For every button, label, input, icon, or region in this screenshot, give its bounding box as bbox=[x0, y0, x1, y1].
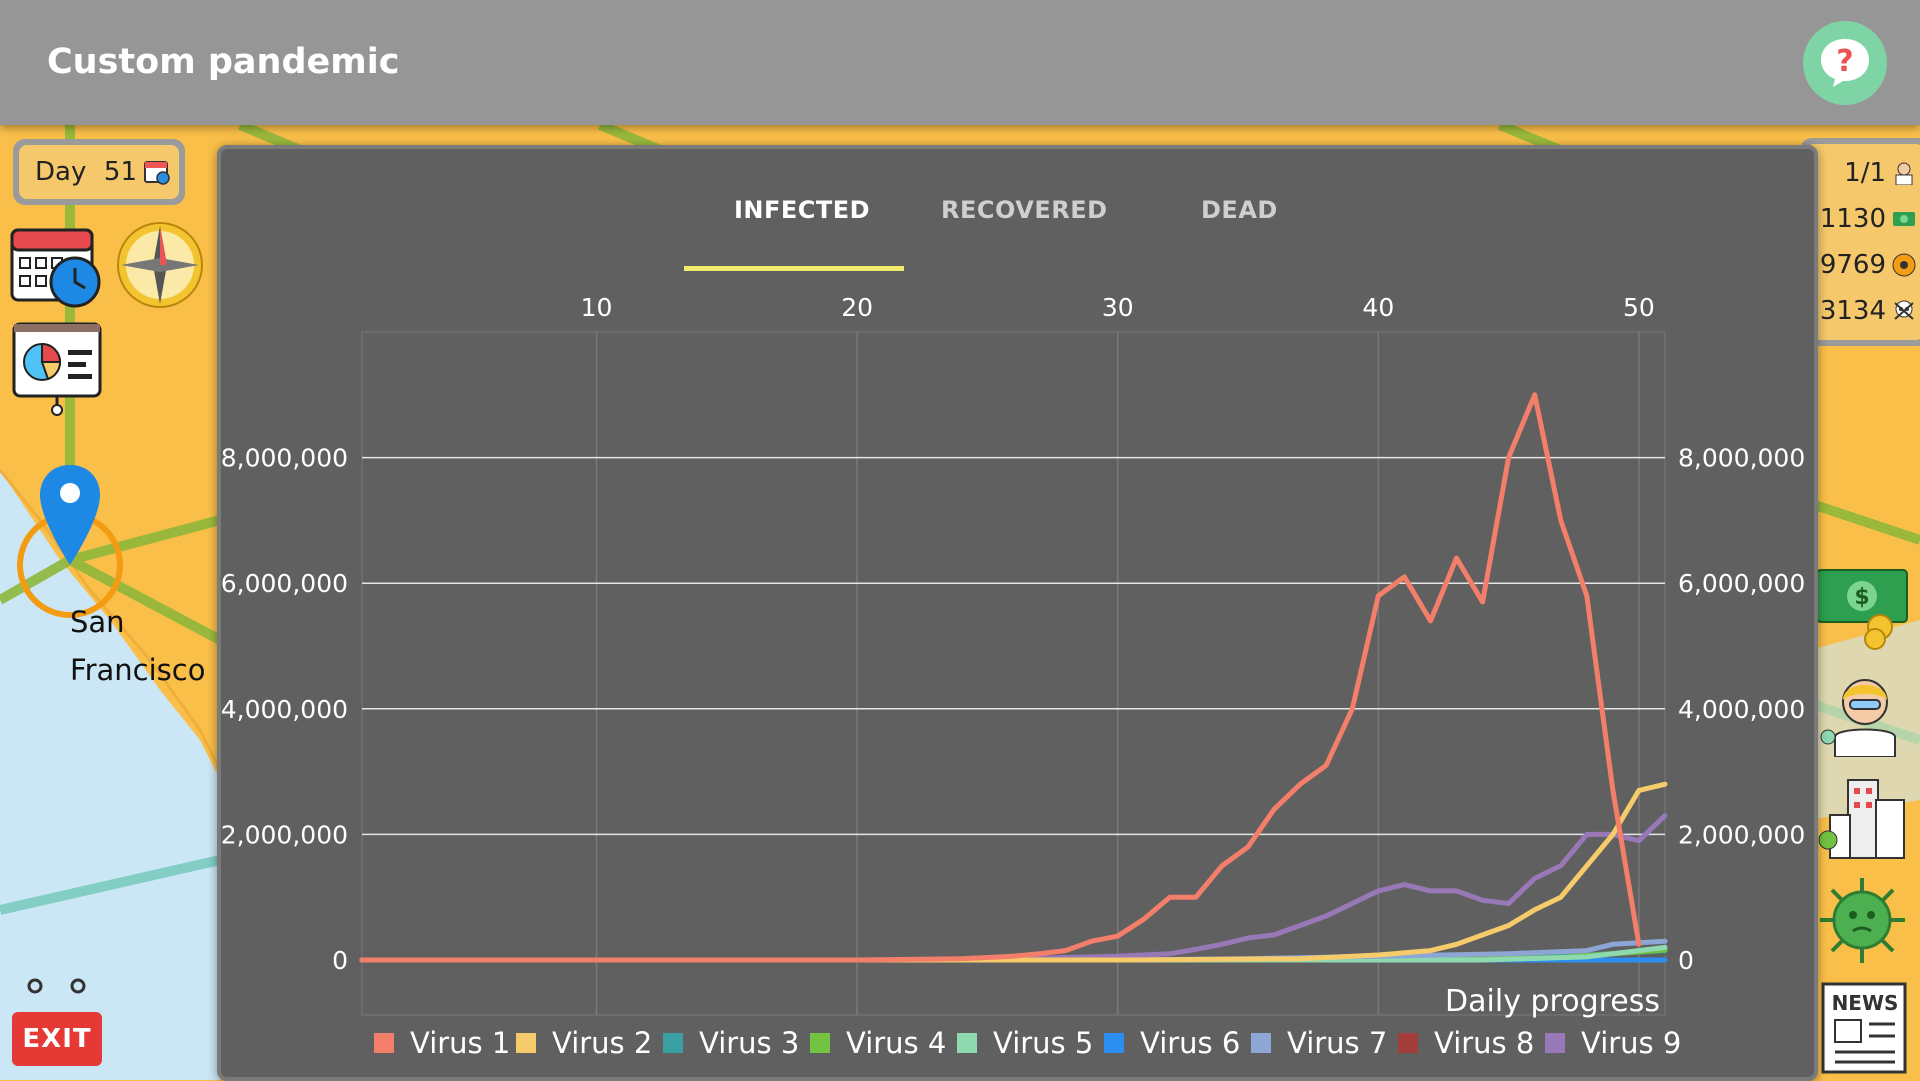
virus-icon[interactable] bbox=[1815, 873, 1910, 968]
y-tick-label-left: 4,000,000 bbox=[221, 695, 348, 724]
y-tick-label-right: 8,000,000 bbox=[1678, 444, 1805, 473]
series-line-virus-9 bbox=[359, 813, 1668, 963]
legend-swatch bbox=[1104, 1033, 1124, 1053]
series-line-virus-1 bbox=[359, 392, 1642, 963]
y-axis-left-ticks: 0 2,000,000 4,000,000 6,000,000 8,000,000 bbox=[221, 444, 348, 975]
stat-money: 1130 bbox=[1820, 204, 1916, 234]
legend-label: Virus 4 bbox=[846, 1026, 946, 1060]
x-tick-label: 30 bbox=[1102, 293, 1134, 322]
tab-infected[interactable]: INFECTED bbox=[734, 196, 871, 224]
y-tick-label-right: 4,000,000 bbox=[1678, 695, 1805, 724]
exit-button[interactable]: EXIT bbox=[12, 1012, 102, 1066]
y-tick-label-left: 6,000,000 bbox=[221, 569, 348, 598]
svg-text:$: $ bbox=[1854, 585, 1869, 610]
legend-swatch bbox=[374, 1033, 394, 1053]
legend-swatch bbox=[810, 1033, 830, 1053]
scientist-icon bbox=[1895, 162, 1913, 185]
chart-panel bbox=[217, 145, 1818, 1081]
svg-text:NEWS: NEWS bbox=[1832, 991, 1899, 1015]
calendar-clock-icon[interactable] bbox=[10, 220, 105, 310]
legend-label: Virus 2 bbox=[552, 1026, 652, 1060]
legend-swatch bbox=[957, 1033, 977, 1053]
legend-swatch bbox=[516, 1033, 536, 1053]
legend-label: Virus 3 bbox=[699, 1026, 799, 1060]
x-tick-label: 20 bbox=[841, 293, 873, 322]
y-tick-label-right: 2,000,000 bbox=[1678, 820, 1805, 849]
chart-legend: Virus 1 Virus 2 Virus 3 Virus 4 Virus 5 Virus… bbox=[374, 1026, 1681, 1060]
day-label: Day bbox=[35, 157, 87, 187]
compass-icon[interactable] bbox=[115, 220, 205, 310]
y-tick-label-right: 6,000,000 bbox=[1678, 569, 1805, 598]
legend-swatch bbox=[1251, 1033, 1271, 1053]
active-tab-indicator bbox=[684, 266, 904, 271]
legend-label: Virus 6 bbox=[1140, 1026, 1240, 1060]
money-icon bbox=[1893, 212, 1915, 226]
y-axis-right-ticks: 0 2,000,000 4,000,000 6,000,000 8,000,000 bbox=[1678, 444, 1805, 975]
y-tick-label-right: 0 bbox=[1678, 946, 1694, 975]
legend-swatch bbox=[1398, 1033, 1418, 1053]
money-stack-icon[interactable]: $ bbox=[1815, 565, 1910, 650]
legend-swatch bbox=[663, 1033, 683, 1053]
biohazard-icon bbox=[1892, 253, 1916, 277]
stats-panel: 1/1 1130 9769 3134 bbox=[1800, 138, 1920, 346]
plot-frame bbox=[361, 331, 1666, 1016]
news-icon[interactable]: NEWS bbox=[1815, 980, 1910, 1075]
x-tick-label: 50 bbox=[1623, 293, 1655, 322]
help-button[interactable]: ? bbox=[1803, 21, 1887, 105]
tab-dead[interactable]: DEAD bbox=[1201, 196, 1278, 224]
calendar-icon bbox=[144, 161, 170, 185]
x-axis-label: Daily progress bbox=[1445, 984, 1660, 1019]
dots-icon bbox=[27, 978, 86, 994]
series-line-virus-2 bbox=[359, 781, 1668, 963]
chart-grid bbox=[361, 331, 1666, 1016]
svg-text:?: ? bbox=[1836, 44, 1853, 79]
y-tick-label-left: 0 bbox=[332, 946, 348, 975]
chart-series bbox=[359, 392, 1668, 963]
y-tick-label-left: 8,000,000 bbox=[221, 444, 348, 473]
stat-deaths: 3134 bbox=[1820, 296, 1916, 326]
y-tick-label-left: 2,000,000 bbox=[221, 820, 348, 849]
city-icon[interactable] bbox=[1818, 770, 1910, 862]
legend-label: Virus 9 bbox=[1581, 1026, 1681, 1060]
question-icon: ? bbox=[1821, 39, 1869, 87]
statistics-board-icon[interactable] bbox=[12, 322, 104, 417]
stat-scientists: 1/1 bbox=[1844, 158, 1916, 188]
location-pin-icon[interactable] bbox=[15, 460, 125, 620]
legend-label: Virus 5 bbox=[993, 1026, 1093, 1060]
skull-icon bbox=[1894, 300, 1914, 320]
legend-label: Virus 8 bbox=[1434, 1026, 1534, 1060]
day-counter: Day 51 bbox=[13, 139, 185, 205]
day-value: 51 bbox=[103, 157, 137, 187]
tab-recovered[interactable]: RECOVERED bbox=[941, 196, 1108, 224]
city-label: San Francisco bbox=[70, 605, 206, 687]
x-axis-ticks: 10 20 30 40 50 bbox=[581, 293, 1655, 322]
stat-infections: 9769 bbox=[1820, 250, 1916, 280]
page-title: Custom pandemic bbox=[47, 42, 400, 82]
x-tick-label: 40 bbox=[1362, 293, 1394, 322]
legend-swatch bbox=[1545, 1033, 1565, 1053]
x-tick-label: 10 bbox=[581, 293, 613, 322]
top-bar: Custom pandemic ? bbox=[0, 0, 1920, 125]
legend-label: Virus 7 bbox=[1287, 1026, 1387, 1060]
scientist-icon[interactable] bbox=[1820, 672, 1910, 757]
legend-label: Virus 1 bbox=[410, 1026, 510, 1060]
